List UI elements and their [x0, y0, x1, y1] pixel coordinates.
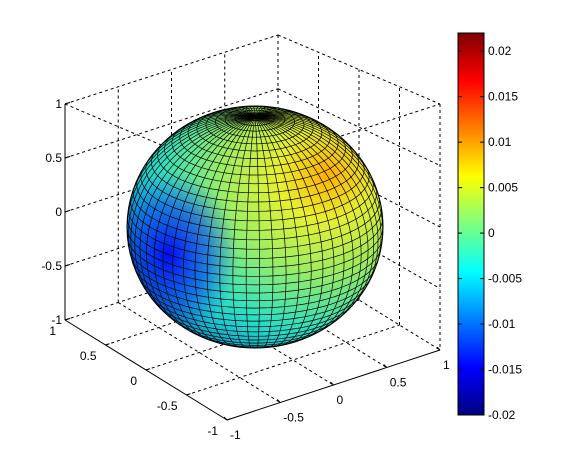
colorbar-gradient: [457, 32, 485, 416]
z-tick-label: 1: [55, 97, 62, 111]
z-tick-label: 0.5: [45, 151, 62, 165]
x-tick-label: 0: [337, 393, 344, 407]
x-tick-label: -0.5: [283, 411, 304, 425]
colorbar-tick-label: 0: [488, 226, 495, 240]
y-tick-label: 0.5: [80, 349, 97, 363]
sphere-surface: [126, 105, 384, 349]
colorbar-tick-label: -0.01: [488, 317, 516, 331]
colorbar: 0.02 0.015 0.01 0.005 0 -0.005 -0.01 -0.015 -0.0…: [457, 32, 522, 422]
y-tick-label: 1: [49, 324, 56, 338]
x-tick-label: 1: [443, 358, 450, 372]
colorbar-tick-label: 0.02: [488, 44, 512, 58]
colorbar-tick-label: 0.015: [488, 90, 518, 104]
z-tick-label: -0.5: [41, 259, 62, 273]
colorbar-tick-label: -0.02: [488, 408, 516, 422]
x-tick-label: -1: [230, 428, 241, 442]
colorbar-tick-label: -0.005: [488, 272, 522, 286]
y-tick-label: -1: [207, 424, 218, 438]
colorbar-tick-label: -0.015: [488, 363, 522, 377]
z-tick-label: -1: [51, 313, 62, 327]
z-tick-label: 0: [55, 205, 62, 219]
axis-ticks: -1-0.500.51-1-0.500.51-1-0.500.51: [41, 97, 450, 442]
colorbar-ticks: 0.02 0.015 0.01 0.005 0 -0.005 -0.01 -0.015 -0.0…: [458, 44, 522, 422]
y-tick-label: -0.5: [157, 399, 178, 413]
x-tick-label: 0.5: [390, 376, 407, 390]
y-tick-label: 0: [130, 374, 137, 388]
colorbar-tick-label: 0.005: [488, 181, 518, 195]
colorbar-tick-label: 0.01: [488, 135, 512, 149]
